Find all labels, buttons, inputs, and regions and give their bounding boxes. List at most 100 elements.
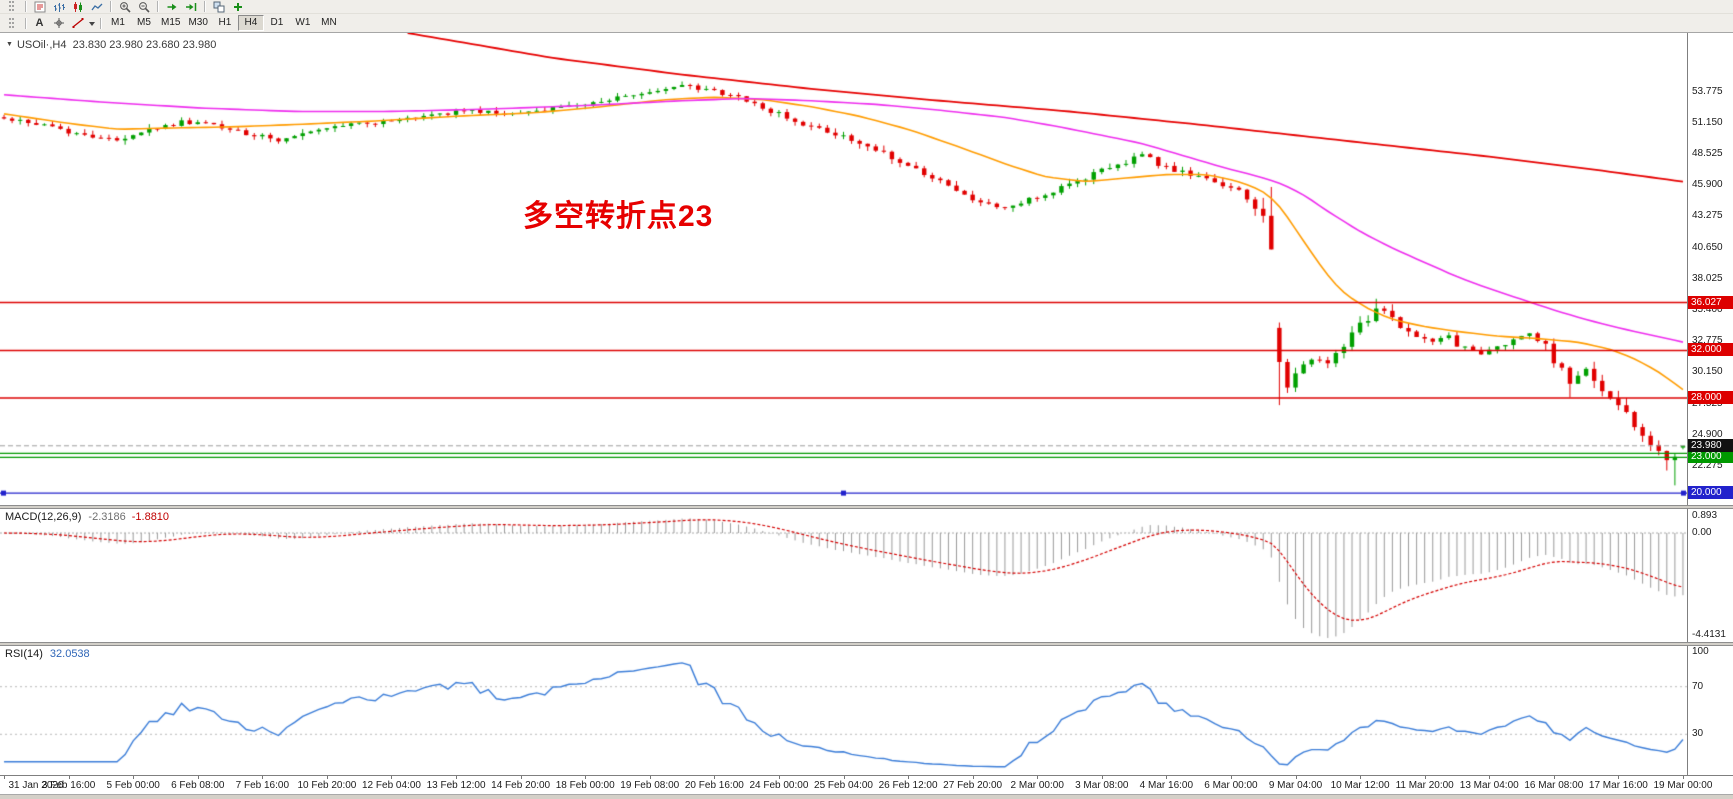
zoom-out-icon[interactable] (134, 0, 153, 13)
chart-candles-icon[interactable] (68, 0, 87, 13)
price-level-badge: 23.980 (1688, 438, 1733, 452)
time-axis-tickmark (1489, 776, 1491, 779)
main-chart-pane[interactable]: ▼ USOil·,H4 23.830 23.980 23.680 23.980 多… (0, 33, 1733, 505)
time-axis-tickmark (1166, 776, 1168, 779)
pane-separator[interactable] (0, 505, 1733, 509)
time-axis-label: 13 Feb 12:00 (426, 780, 486, 791)
time-axis-tickmark (649, 776, 651, 779)
time-axis-label: 11 Mar 20:00 (1395, 780, 1454, 791)
pane-separator[interactable] (0, 642, 1733, 646)
axis-tick-label: 32.775 (1692, 335, 1723, 347)
rsi-canvas[interactable] (0, 646, 1687, 775)
axis-tick-label: 40.650 (1692, 241, 1723, 253)
time-axis-tickmark (843, 776, 845, 779)
toolbar-separator (25, 1, 26, 12)
toolbar: A M1 M5 M15 M30 H1 H4 D1 W1 MN (0, 0, 1733, 33)
macd-value-signal: -1.8810 (131, 511, 170, 523)
time-axis-label: 19 Mar 00:00 (1653, 780, 1713, 791)
time-axis-tickmark (1553, 776, 1555, 779)
macd-canvas[interactable] (0, 509, 1687, 642)
time-axis-label: 20 Feb 16:00 (684, 780, 744, 791)
time-axis-label: 27 Feb 20:00 (943, 780, 1003, 791)
macd-label: MACD(12,26,9) -2.3186 -1.8810 (5, 511, 169, 523)
axis-tick-label: 35.400 (1692, 304, 1723, 316)
chart-bars-icon[interactable] (49, 0, 68, 13)
time-axis-label: 26 Feb 12:00 (878, 780, 938, 791)
toolbar-drag-handle-icon[interactable] (2, 0, 21, 13)
rsi-label: RSI(14) 32.0538 (5, 648, 90, 660)
timeframe-M15-button[interactable]: M15 (157, 15, 184, 31)
chart-shift-icon[interactable] (181, 0, 200, 13)
time-axis-tickmark (1618, 776, 1620, 779)
main-chart-canvas[interactable] (0, 33, 1687, 505)
price-scale[interactable]: 53.775 51.150 48.525 45.900 43.275 40.650 38.0… (1687, 33, 1733, 505)
time-axis-label: 9 Mar 04:00 (1268, 780, 1323, 791)
time-axis-label: 24 Feb 00:00 (749, 780, 809, 791)
time-axis-label: 18 Feb 00:00 (555, 780, 615, 791)
time-axis-label: 10 Feb 20:00 (297, 780, 357, 791)
time-axis-tickmark (1101, 776, 1103, 779)
timeframe-H4-button[interactable]: H4 (237, 15, 264, 31)
time-axis-tickmark (1424, 776, 1426, 779)
axis-tick-label: 22.275 (1692, 460, 1723, 472)
price-level-badge: 32.000 (1688, 343, 1733, 357)
time-axis-tickmark (197, 776, 199, 779)
timeframe-M5-button[interactable]: M5 (131, 15, 157, 31)
timeframe-MN-button[interactable]: MN (316, 15, 342, 31)
time-axis-label: 4 Mar 16:00 (1139, 780, 1194, 791)
trendline-tool-icon[interactable] (68, 17, 87, 30)
toolbar-separator (110, 1, 111, 12)
time-axis-label: 25 Feb 04:00 (814, 780, 873, 791)
rsi-value: 32.0538 (49, 648, 90, 660)
crosshair-tool-icon[interactable] (49, 17, 68, 30)
axis-tick-label: -4.4131 (1692, 629, 1726, 640)
axis-tick-label: 51.150 (1692, 116, 1723, 128)
macd-value-main: -2.3186 (88, 511, 126, 523)
chart-line-icon[interactable] (87, 0, 106, 13)
time-axis-tickmark (262, 776, 264, 779)
time-axis-label: 17 Mar 16:00 (1588, 780, 1648, 791)
axis-tick-label: 70 (1692, 680, 1704, 692)
timeframe-D1-button[interactable]: D1 (264, 15, 290, 31)
axis-tick-label: 0.00 (1692, 527, 1712, 538)
macd-pane[interactable]: MACD(12,26,9) -2.3186 -1.8810 0.893 0.00 -4.… (0, 509, 1733, 642)
time-axis-tickmark (326, 776, 328, 779)
time-axis-tickmark (133, 776, 135, 779)
timeframe-W1-button[interactable]: W1 (290, 15, 316, 31)
toolbar-drag-handle-icon[interactable] (2, 17, 21, 30)
chart-annotation-text[interactable]: 多空转折点23 (523, 200, 714, 233)
time-axis-tickmark (585, 776, 587, 779)
new-order-icon[interactable] (30, 0, 49, 13)
timeframe-M30-button[interactable]: M30 (184, 15, 211, 31)
dropdown-caret-icon[interactable] (87, 17, 96, 30)
chart-ohlc-values: 23.830 23.980 23.680 23.980 (72, 39, 217, 51)
time-axis-tickmark (908, 776, 910, 779)
add-indicator-icon[interactable] (228, 0, 247, 13)
macd-scale[interactable]: 0.893 0.00 -4.4131 (1687, 509, 1733, 642)
axis-tick-label: 43.275 (1692, 210, 1723, 222)
time-axis-tickmark (1360, 776, 1362, 779)
rsi-pane[interactable]: RSI(14) 32.0538 100 70 30 (0, 646, 1733, 775)
time-axis-tickmark (1037, 776, 1039, 779)
timeframe-M1-button[interactable]: M1 (105, 15, 131, 31)
rsi-name: RSI(14) (5, 648, 43, 660)
zoom-in-icon[interactable] (115, 0, 134, 13)
time-axis-tickmark (714, 776, 716, 779)
toolbar-row-timeframes: A M1 M5 M15 M30 H1 H4 D1 W1 MN (0, 14, 1733, 32)
chart-symbol-period: USOil·,H4 (16, 39, 67, 51)
text-tool-icon[interactable]: A (35, 17, 44, 29)
time-axis-label: 19 Feb 08:00 (620, 780, 680, 791)
time-axis-label: 16 Mar 08:00 (1524, 780, 1584, 791)
rsi-scale[interactable]: 100 70 30 (1687, 646, 1733, 775)
chart-ohlc-title: ▼ USOil·,H4 23.830 23.980 23.680 23.980 (6, 39, 216, 51)
auto-scroll-icon[interactable] (162, 0, 181, 13)
time-axis-label: 6 Feb 08:00 (171, 780, 225, 791)
symbol-menu-icon[interactable]: ▼ (6, 41, 13, 48)
timeframe-H1-button[interactable]: H1 (212, 15, 238, 31)
price-level-badge: 23.000 (1688, 450, 1733, 464)
tile-windows-icon[interactable] (209, 0, 228, 13)
time-axis-tickmark (778, 776, 780, 779)
time-axis[interactable]: 31 Jan 2020 3 Feb 16:00 5 Feb 00:00 6 Feb 0… (0, 775, 1733, 794)
price-level-badge: 36.027 (1688, 295, 1733, 309)
time-axis-tickmark (4, 776, 6, 779)
